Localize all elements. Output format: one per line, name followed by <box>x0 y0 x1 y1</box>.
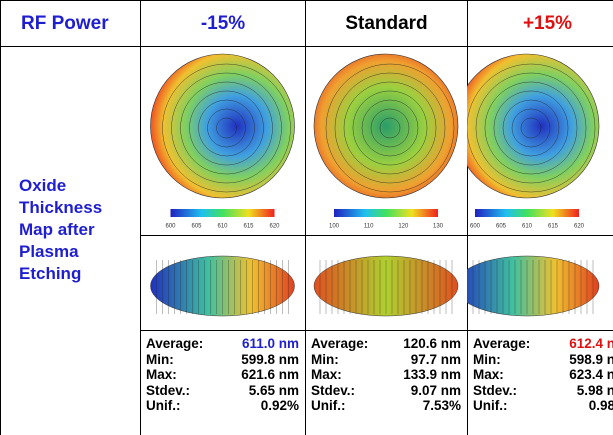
page: RF Power -15% Standard +15% Oxide Thickn… <box>0 0 613 435</box>
stat-value: 5.65 nm <box>249 383 299 398</box>
stat-label: Unif.: <box>311 398 346 413</box>
stat-label: Average: <box>473 336 530 351</box>
stat-value: 612.4 nm <box>569 336 613 351</box>
stat-label: Stdev.: <box>473 383 517 398</box>
stat-label: Unif.: <box>473 398 508 413</box>
colorbar-tick: 600 <box>470 224 481 230</box>
stat-label: Min: <box>311 352 339 367</box>
stat-value: 0.92% <box>261 398 299 413</box>
stat-label: Min: <box>146 352 174 367</box>
colorbar-tick: 100 <box>329 224 340 230</box>
stat-label: Stdev.: <box>311 383 355 398</box>
stat-label: Average: <box>311 336 368 351</box>
stat-value: 598.9 nm <box>569 352 613 367</box>
stat-label: Min: <box>473 352 501 367</box>
stat-value: 7.53% <box>423 398 461 413</box>
map: 100 110 120 130 <box>305 46 467 336</box>
colorbar-tick: 130 <box>433 224 444 230</box>
colorbar-tick: 620 <box>574 224 585 230</box>
colorbar-tick: 620 <box>269 224 280 230</box>
stat-label: Max: <box>473 367 504 382</box>
colorbar-tick: 615 <box>548 224 559 230</box>
stat-label: Unif.: <box>146 398 181 413</box>
colorbar-tick: 615 <box>243 224 254 230</box>
colorbar <box>475 209 579 217</box>
row-label: Oxide Thickness Map after Plasma Etching <box>19 175 119 285</box>
label-cell: Oxide Thickness Map after Plasma Etching <box>0 46 140 435</box>
wafer <box>151 54 295 198</box>
stat-value: 621.6 nm <box>241 367 299 382</box>
stat-value: 120.6 nm <box>403 336 461 351</box>
wafer <box>467 54 599 198</box>
stat-value: 599.8 nm <box>241 352 299 367</box>
stat-label: Average: <box>146 336 203 351</box>
map: 600 605 610 615 620 <box>140 46 305 336</box>
stat-value: 0.98% <box>589 398 613 413</box>
colorbar-tick: 605 <box>191 224 202 230</box>
stat-value: 5.98 nm <box>577 383 613 398</box>
stat-value: 611.0 nm <box>242 336 299 351</box>
header-cell: Standard <box>305 0 467 46</box>
header-cell: RF Power <box>0 0 140 46</box>
stat-value: 97.7 nm <box>411 352 461 367</box>
stat-label: Max: <box>146 367 177 382</box>
colorbar-tick: 120 <box>398 224 409 230</box>
wafer <box>314 54 458 198</box>
map: 600 605 610 615 620 <box>467 46 613 336</box>
header-cell: +15% <box>467 0 613 46</box>
colorbar-tick: 610 <box>217 224 228 230</box>
colorbar <box>171 209 275 217</box>
colorbar-tick: 610 <box>522 224 533 230</box>
header-cell: -15% <box>140 0 305 46</box>
colorbar-tick: 110 <box>364 224 374 230</box>
stat-value: 133.9 nm <box>403 367 461 382</box>
stat-label: Max: <box>311 367 342 382</box>
stat-value: 623.4 nm <box>569 367 613 382</box>
colorbar-tick: 600 <box>165 224 176 230</box>
colorbar-tick: 605 <box>496 224 507 230</box>
stat-value: 9.07 nm <box>411 383 461 398</box>
colorbar <box>334 209 438 217</box>
stat-label: Stdev.: <box>146 383 190 398</box>
